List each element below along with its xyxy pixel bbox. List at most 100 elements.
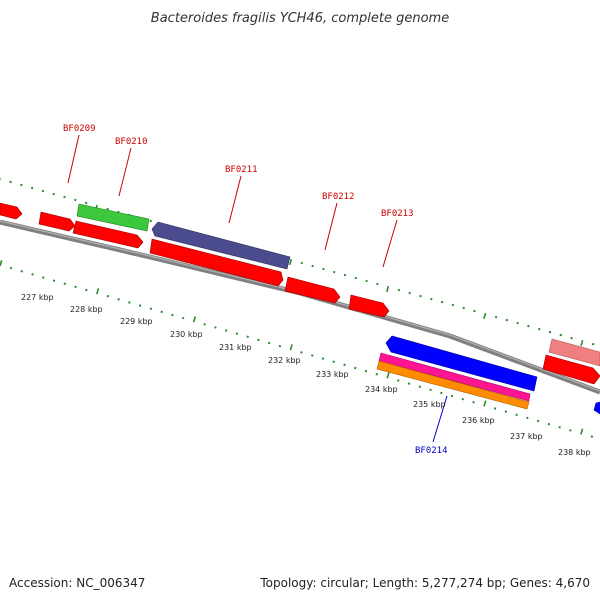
gene-arrow-blue[interactable]: [385, 335, 538, 392]
minor-tick-mark: [203, 323, 206, 326]
minor-tick-mark: [30, 186, 34, 190]
minor-tick-mark: [300, 351, 303, 354]
scale-label: 230 kbp: [170, 330, 203, 339]
minor-tick-mark: [559, 333, 563, 337]
minor-tick-mark: [171, 313, 174, 317]
minor-tick-mark: [106, 207, 109, 211]
minor-tick-mark: [85, 288, 88, 292]
minor-tick-mark: [364, 369, 368, 373]
minor-tick-mark: [590, 435, 594, 438]
major-tick-mark: [289, 344, 293, 351]
minor-tick-mark: [52, 192, 55, 196]
minor-tick-mark: [505, 318, 509, 322]
minor-tick-mark: [52, 279, 56, 282]
minor-tick-mark: [214, 326, 217, 329]
gene-arrow-purple[interactable]: [151, 221, 291, 270]
gene-label-bf0213[interactable]: BF0213: [381, 209, 414, 219]
minor-tick-mark: [451, 303, 455, 307]
gene-arrow-red[interactable]: [149, 238, 284, 287]
minor-tick-mark: [397, 379, 400, 382]
gene-arrow-green[interactable]: [76, 203, 150, 232]
minor-tick-mark: [138, 304, 142, 307]
minor-tick-mark: [149, 307, 153, 310]
minor-tick-mark: [450, 394, 454, 398]
gene-label-bf0214[interactable]: BF0214: [415, 446, 448, 456]
minor-tick-mark: [235, 332, 239, 335]
minor-tick-mark: [472, 401, 475, 404]
minor-tick-mark: [160, 310, 163, 314]
map-title: Bacteroides fragilis YCH46, complete gen…: [151, 11, 449, 26]
minor-tick-mark: [365, 279, 368, 283]
gene-arrow-red[interactable]: [284, 276, 341, 304]
gene-label-bf0211[interactable]: BF0211: [225, 165, 258, 175]
gene-arrow-pink[interactable]: [548, 338, 600, 367]
minor-tick-mark: [429, 388, 432, 392]
minor-tick-mark: [558, 426, 561, 429]
minor-tick-mark: [473, 309, 476, 313]
minor-tick-mark: [321, 357, 325, 360]
major-tick-mark: [580, 339, 584, 347]
minor-tick-mark: [343, 273, 347, 277]
reverse-genes: [376, 335, 600, 415]
major-tick-mark: [483, 400, 487, 407]
scale-label: 228 kbp: [70, 305, 103, 314]
gene-arrow-magenta[interactable]: [378, 352, 531, 402]
minor-tick-mark: [570, 336, 573, 340]
scale-label: 236 kbp: [462, 416, 495, 425]
minor-tick-mark: [31, 273, 34, 276]
gene-label-bf0210[interactable]: BF0210: [115, 137, 148, 147]
minor-tick-mark: [516, 321, 519, 325]
gene-arrow-red[interactable]: [542, 354, 600, 385]
minor-tick-mark: [527, 324, 530, 328]
gene-arrow-red[interactable]: [348, 294, 390, 318]
minor-tick-mark: [504, 410, 508, 413]
gene-arrow-red[interactable]: [72, 220, 144, 249]
minor-tick-mark: [63, 282, 67, 285]
scale-label: 232 kbp: [268, 356, 301, 365]
scale-label: 234 kbp: [365, 385, 398, 394]
gene-arrow-blue[interactable]: [593, 401, 600, 415]
minor-tick-mark: [526, 416, 529, 420]
minor-tick-mark: [9, 180, 12, 184]
inner-tick-ring: [0, 260, 594, 438]
minor-tick-mark: [440, 300, 444, 304]
minor-tick-mark: [181, 316, 185, 320]
minor-tick-mark: [591, 342, 595, 346]
minor-tick-mark: [332, 360, 335, 363]
scale-labels: 227 kbp 228 kbp 229 kbp 230 kbp 231 kbp …: [21, 293, 591, 457]
minor-tick-mark: [20, 183, 23, 187]
minor-tick-mark: [493, 407, 497, 410]
genome-summary-text: Topology: circular; Length: 5,277,274 bp…: [259, 576, 590, 590]
minor-tick-mark: [106, 294, 110, 298]
scale-label: 229 kbp: [120, 317, 153, 326]
gene-arrow-red[interactable]: [0, 202, 23, 220]
minor-tick-mark: [537, 327, 541, 331]
minor-tick-mark: [430, 297, 433, 301]
forward-genes: [0, 202, 600, 385]
minor-tick-mark: [311, 264, 314, 268]
gene-label-lines: [67, 134, 448, 443]
gene-label-bf0212[interactable]: BF0212: [322, 192, 355, 202]
major-tick-mark: [192, 316, 197, 323]
minor-tick-mark: [569, 429, 572, 432]
minor-tick-mark: [548, 330, 552, 334]
minor-tick-mark: [440, 391, 443, 395]
major-tick-mark: [483, 312, 487, 320]
scale-label: 238 kbp: [558, 448, 591, 457]
minor-tick-mark: [408, 291, 411, 295]
major-tick-mark: [580, 428, 584, 435]
minor-tick-mark: [149, 219, 153, 223]
accession-text: Accession: NC_006347: [9, 576, 145, 590]
minor-tick-mark: [462, 306, 465, 310]
minor-tick-mark: [322, 267, 325, 271]
gene-label-bf0209[interactable]: BF0209: [63, 124, 96, 134]
minor-tick-mark: [397, 288, 401, 292]
gene-arrow-orange[interactable]: [376, 360, 530, 410]
gene-arrow-red[interactable]: [38, 211, 76, 232]
minor-tick-mark: [300, 261, 304, 265]
minor-tick-mark: [547, 422, 551, 426]
minor-tick-mark: [117, 298, 120, 301]
minor-tick-mark: [376, 282, 379, 286]
major-tick-mark: [288, 258, 293, 266]
minor-tick-mark: [84, 201, 88, 205]
